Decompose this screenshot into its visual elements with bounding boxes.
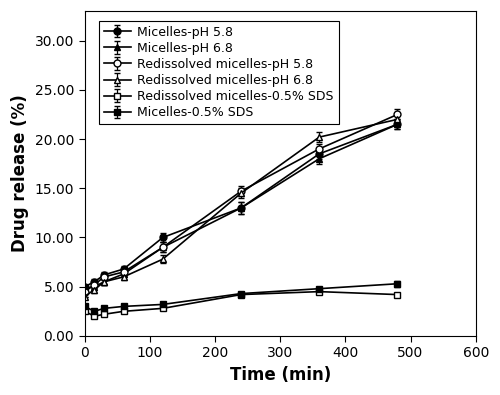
Legend: Micelles-pH 5.8, Micelles-pH 6.8, Redissolved micelles-pH 5.8, Redissolved micel: Micelles-pH 5.8, Micelles-pH 6.8, Rediss… [98, 21, 339, 124]
Y-axis label: Drug release (%): Drug release (%) [11, 95, 29, 252]
X-axis label: Time (min): Time (min) [230, 366, 331, 384]
